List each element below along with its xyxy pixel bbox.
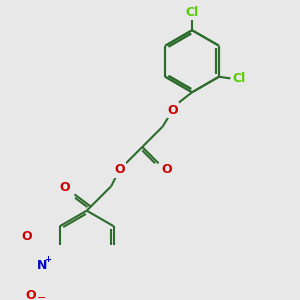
Text: O: O: [161, 163, 172, 176]
Text: O: O: [59, 181, 70, 194]
Text: O: O: [21, 230, 32, 243]
Text: N: N: [37, 259, 47, 272]
Text: O: O: [25, 289, 36, 300]
Text: −: −: [36, 293, 46, 300]
Text: +: +: [44, 255, 51, 264]
Text: O: O: [114, 163, 125, 176]
Text: Cl: Cl: [185, 6, 199, 19]
Text: Cl: Cl: [232, 72, 245, 85]
Text: O: O: [167, 104, 178, 117]
